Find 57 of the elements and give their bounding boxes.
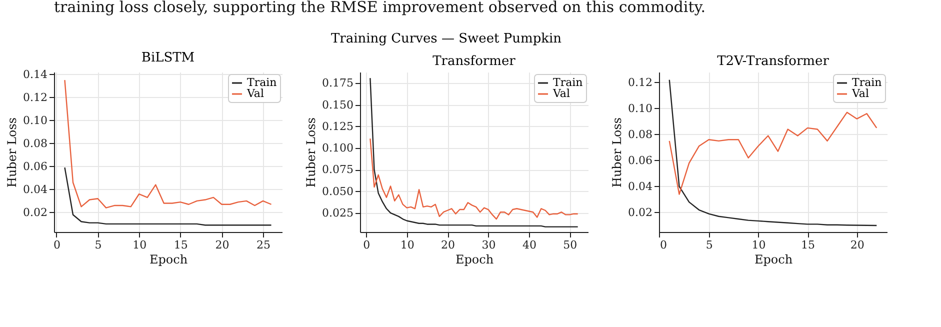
legend-label: Train xyxy=(247,76,277,89)
x-tick-label: 0 xyxy=(660,238,667,252)
y-tick-label: 0.12 xyxy=(628,76,652,89)
x-tick-label: 15 xyxy=(801,238,816,252)
y-tick-label: 0.050 xyxy=(322,184,354,198)
x-tick-label: 0 xyxy=(53,238,60,252)
x-tick-label: 30 xyxy=(482,238,496,252)
line-series xyxy=(64,166,272,226)
y-axis-title: Huber Loss xyxy=(610,117,624,188)
legend-label: Train xyxy=(553,76,583,89)
x-axis-title: Epoch xyxy=(754,252,793,266)
legend-label: Val xyxy=(246,87,264,100)
x-tick-label: 25 xyxy=(256,238,270,252)
text: Training Curves — Sweet Pumpkin xyxy=(330,31,562,46)
y-tick-label: 0.04 xyxy=(23,182,48,196)
legend-label: Train xyxy=(852,76,882,89)
x-axis-title: Epoch xyxy=(149,252,188,266)
y-tick-label: 0.04 xyxy=(628,180,652,193)
y-tick-label: 0.14 xyxy=(23,68,48,81)
x-tick-label: 10 xyxy=(752,238,766,252)
x-tick-label: 10 xyxy=(132,238,147,252)
x-axis-title: Epoch xyxy=(455,252,494,266)
line-series xyxy=(370,138,578,220)
line-series xyxy=(668,112,878,195)
y-tick-label: 0.150 xyxy=(322,98,354,112)
y-tick-label: 0.12 xyxy=(23,90,48,104)
legend-label: Val xyxy=(552,87,570,100)
y-tick-label: 0.025 xyxy=(322,206,354,220)
y-tick-label: 0.06 xyxy=(23,160,48,173)
x-tick-label: 50 xyxy=(563,238,578,252)
y-tick-label: 0.08 xyxy=(23,136,48,150)
y-tick-label: 0.02 xyxy=(628,206,652,219)
y-axis-title: Huber Loss xyxy=(304,117,318,188)
y-tick-label: 0.10 xyxy=(628,102,652,115)
y-tick-label: 0.125 xyxy=(322,120,354,133)
y-tick-label: 0.100 xyxy=(322,142,354,155)
x-tick-label: 40 xyxy=(522,238,536,252)
x-tick-label: 0 xyxy=(363,238,370,252)
legend-label: Val xyxy=(851,87,870,100)
text: training loss closely, supporting the RMSE improvement observed on this commodity. xyxy=(54,0,706,16)
chart-title: BiLSTM xyxy=(141,50,195,66)
y-axis-title: Huber Loss xyxy=(5,117,20,188)
x-tick-label: 15 xyxy=(174,238,188,252)
x-tick-label: 20 xyxy=(850,238,864,252)
x-tick-label: 20 xyxy=(215,238,230,252)
x-tick-label: 20 xyxy=(441,238,456,252)
y-tick-label: 0.10 xyxy=(23,114,48,127)
y-tick-label: 0.175 xyxy=(322,76,354,90)
x-tick-label: 5 xyxy=(94,238,102,252)
y-tick-label: 0.08 xyxy=(628,128,652,141)
x-tick-label: 5 xyxy=(706,238,713,252)
y-tick-label: 0.075 xyxy=(322,163,354,176)
chart-title: Transformer xyxy=(432,54,516,69)
chart-title: T2V-Transformer xyxy=(717,54,830,69)
y-tick-label: 0.06 xyxy=(628,154,652,167)
x-tick-label: 10 xyxy=(400,238,414,252)
y-tick-label: 0.02 xyxy=(23,206,48,219)
